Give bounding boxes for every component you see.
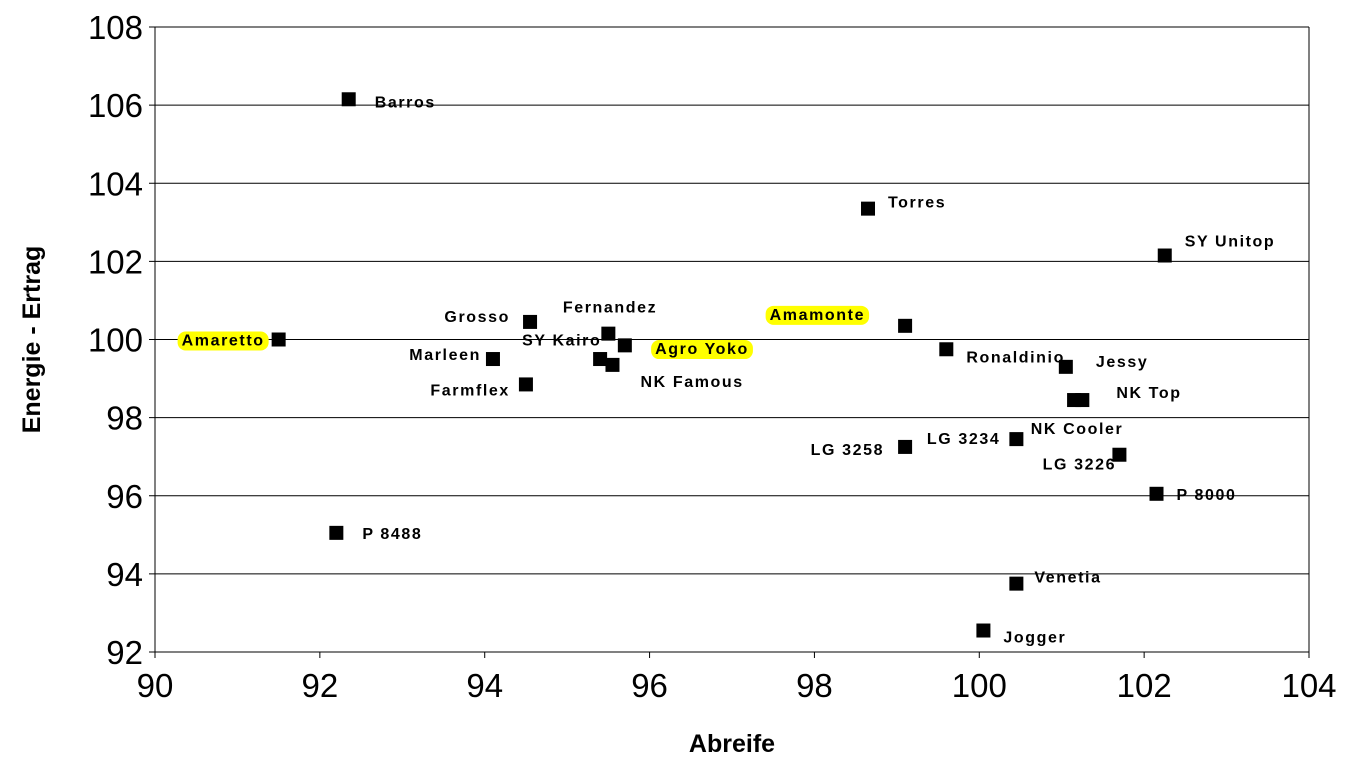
point-label: Farmflex — [430, 382, 510, 399]
data-point-marker — [485, 352, 500, 367]
gridlines — [155, 26, 1309, 653]
data-point-marker — [271, 332, 286, 347]
point-label: Ronaldinio — [966, 349, 1065, 366]
data-point-marker — [976, 623, 991, 638]
x-tick-label: 100 — [952, 667, 1007, 704]
data-point-marker — [898, 318, 913, 333]
data-point-marker — [1112, 447, 1127, 462]
x-tick-label: 102 — [1117, 667, 1172, 704]
point-label: LG 3234 — [927, 431, 1000, 448]
x-tick-label: 98 — [796, 667, 833, 704]
x-tick-label: 104 — [1281, 667, 1336, 704]
axes — [149, 26, 1310, 658]
data-point-marker — [601, 326, 616, 341]
y-tick-label: 104 — [88, 165, 143, 202]
data-point-marker — [341, 92, 356, 107]
data-point-marker — [523, 314, 538, 329]
point-label: NK Top — [1116, 385, 1181, 402]
point-label: Fernandez — [563, 299, 657, 316]
y-tick-label: 100 — [88, 322, 143, 359]
point-label: Amaretto — [182, 333, 265, 350]
point-label: SY Unitop — [1185, 234, 1276, 251]
data-point-marker — [1058, 359, 1073, 374]
point-labels: Barros Torres SY Unitop Grosso Fernandez Amar… — [177, 94, 1276, 647]
point-label: LG 3226 — [1043, 457, 1116, 474]
data-points — [271, 92, 1172, 638]
point-label: Amamonte — [770, 307, 865, 324]
data-point-marker — [1009, 432, 1024, 447]
y-tick-label: 102 — [88, 243, 143, 280]
data-point-marker — [898, 439, 913, 454]
x-axis-title: Abreife — [689, 730, 775, 758]
x-tick-label: 90 — [137, 667, 174, 704]
data-point-marker — [939, 342, 954, 357]
point-label: Barros — [375, 94, 436, 111]
data-point-marker — [1067, 393, 1082, 408]
point-label: Agro Yoko — [655, 341, 749, 358]
point-label: Venetia — [1034, 570, 1101, 587]
point-label: Torres — [888, 195, 946, 212]
x-tick-label: 94 — [466, 667, 503, 704]
y-tick-label: 94 — [106, 556, 143, 593]
data-point-marker — [329, 525, 344, 540]
data-point-marker — [1149, 486, 1164, 501]
point-label: LG 3258 — [811, 442, 884, 459]
point-label: SY Kairo — [522, 333, 601, 350]
point-label: NK Famous — [640, 374, 743, 391]
point-label: P 8000 — [1177, 487, 1237, 504]
label-highlight — [177, 331, 269, 351]
x-tick-label: 96 — [631, 667, 668, 704]
x-tick-label: 92 — [301, 667, 338, 704]
data-point-marker — [1157, 248, 1172, 263]
data-point-marker — [617, 338, 632, 353]
label-highlight — [651, 340, 753, 360]
point-label: Jessy — [1096, 354, 1149, 371]
data-point-marker — [593, 352, 608, 367]
y-tick-label: 92 — [106, 634, 143, 671]
data-point-marker — [518, 377, 533, 392]
data-point-marker — [861, 201, 876, 216]
y-tick-label: 106 — [88, 87, 143, 124]
y-axis-title: Energie - Ertrag — [18, 246, 46, 434]
point-label: Marleen — [409, 347, 481, 364]
y-tick-label: 96 — [106, 478, 143, 515]
y-tick-label: 98 — [106, 400, 143, 437]
data-point-marker — [1009, 576, 1024, 591]
point-label: NK Cooler — [1031, 421, 1124, 438]
point-label: Jogger — [1003, 630, 1066, 647]
label-highlight — [765, 305, 870, 325]
point-label: Grosso — [444, 309, 510, 326]
y-tick-label: 108 — [88, 9, 143, 46]
data-point-marker — [605, 357, 620, 372]
point-label: P 8488 — [362, 526, 422, 543]
